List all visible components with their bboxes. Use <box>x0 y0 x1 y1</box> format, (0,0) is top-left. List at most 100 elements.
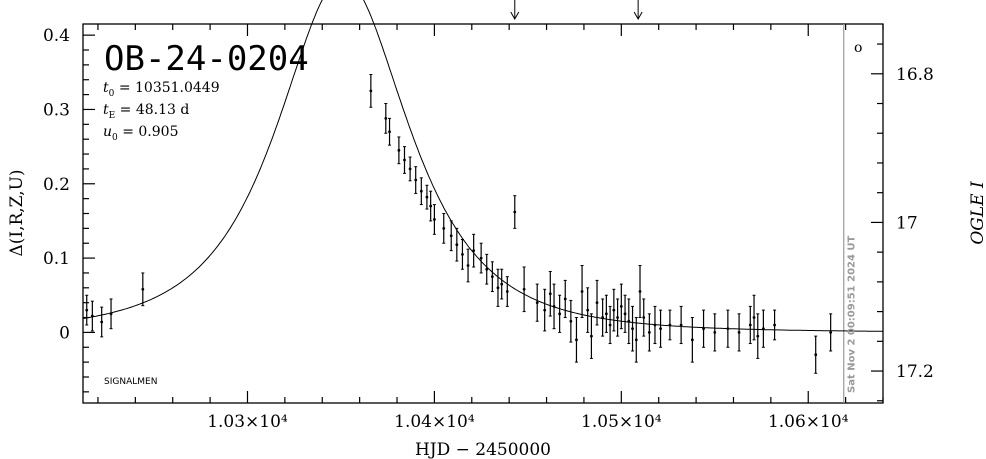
data-point <box>455 243 459 247</box>
data-point <box>761 327 765 331</box>
data-point <box>612 308 616 312</box>
data-point <box>752 316 756 319</box>
data-point <box>619 304 623 308</box>
data-point <box>623 312 627 316</box>
right-tick-label: 17.2 <box>896 362 934 382</box>
data-point <box>433 218 436 221</box>
data-point <box>90 314 94 318</box>
fit-parameters: t0 = 10351.0449 tE = 48.13 d u0 = 0.905 <box>103 80 220 143</box>
data-point <box>479 256 483 260</box>
data-point <box>586 308 590 312</box>
data-point <box>408 167 412 171</box>
data-point <box>513 210 517 214</box>
data-point <box>466 264 470 267</box>
data-point <box>575 338 578 342</box>
data-point <box>100 320 104 324</box>
model-curve <box>82 0 883 332</box>
data-point <box>773 323 776 327</box>
data-point <box>429 204 433 208</box>
data-point <box>403 158 406 162</box>
y-tick-label: 0.3 <box>43 100 70 120</box>
data-point <box>668 323 672 327</box>
data-point <box>485 267 489 271</box>
data-point <box>737 331 741 334</box>
fit-parameter-2: u0 = 0.905 <box>103 124 178 143</box>
data-point <box>713 331 717 334</box>
x-tick-label: 1.05×10⁴ <box>581 412 662 432</box>
y-tick-label: 0 <box>59 323 70 343</box>
data-point <box>500 282 504 286</box>
data-point <box>829 331 833 334</box>
event-arrow-head <box>633 11 643 21</box>
data-point <box>642 316 646 319</box>
data-point <box>647 331 651 334</box>
data-point <box>679 323 683 327</box>
event-arrow-head <box>510 11 520 21</box>
date-stamp: Sat Nov 2 00:09:51 2024 UT <box>847 235 858 393</box>
tick-labels: 1.03×10⁴ 1.04×10⁴ 1.05×10⁴ 1.06×10⁴ 0 0.1 0.2 0… <box>43 26 934 432</box>
y-tick-label: 0.2 <box>43 175 70 195</box>
data-point <box>535 301 539 305</box>
data-point <box>552 304 556 308</box>
data-point <box>580 290 584 293</box>
tick-marks <box>83 24 884 403</box>
data-point <box>505 290 509 293</box>
watermark-label: SIGNALMEN <box>104 377 157 387</box>
data-point <box>563 297 567 301</box>
event-arrows <box>510 0 643 21</box>
y-axis-label: Δ(I,R,Z,U) <box>7 169 27 256</box>
data-point <box>461 252 464 256</box>
x-axis-label: HJD − 2450000 <box>415 440 551 459</box>
data-point <box>702 327 705 331</box>
data-point <box>548 292 552 296</box>
chart-title: OB-24-0204 <box>104 39 309 79</box>
data-point <box>397 148 401 152</box>
data-point <box>604 312 608 316</box>
data-point <box>690 338 694 342</box>
right-tick-label: 17 <box>896 213 918 233</box>
data-point <box>631 327 634 331</box>
data-point <box>638 290 642 293</box>
data-point <box>496 286 500 290</box>
fit-parameter-1: tE = 48.13 d <box>103 102 189 121</box>
data-point <box>141 287 145 291</box>
data-point <box>449 234 453 238</box>
data-point <box>419 189 423 193</box>
x-tick-label: 1.04×10⁴ <box>394 412 475 432</box>
data-point <box>595 301 599 305</box>
data-point <box>608 323 612 327</box>
data-point <box>472 249 476 253</box>
y-tick-label: 0.1 <box>43 249 70 269</box>
data-point <box>814 353 818 357</box>
data-point <box>414 178 418 182</box>
data-point <box>543 308 547 312</box>
data-point <box>616 316 619 319</box>
right-tick-label: 16.8 <box>896 65 934 85</box>
data-point <box>522 287 526 291</box>
data-point <box>659 327 662 331</box>
data-point <box>109 312 113 316</box>
data-point <box>726 327 730 331</box>
data-point <box>384 116 388 120</box>
x-tick-label: 1.06×10⁴ <box>768 412 849 432</box>
data-point <box>627 319 631 323</box>
data-point <box>369 89 373 93</box>
x-tick-label: 1.03×10⁴ <box>207 412 288 432</box>
data-point <box>388 130 391 134</box>
data-point <box>601 316 605 319</box>
right-axis-label: OGLE I <box>968 181 986 245</box>
data-points <box>85 74 833 374</box>
data-point <box>558 312 562 316</box>
data-point <box>756 334 760 338</box>
data-point <box>634 338 638 342</box>
data-point <box>85 308 89 312</box>
data-point <box>748 323 752 327</box>
data-point <box>490 275 494 279</box>
data-point <box>590 334 593 338</box>
data-point <box>442 226 446 230</box>
data-point <box>653 323 657 327</box>
marker-legend: o <box>854 40 862 56</box>
data-point <box>569 319 573 323</box>
data-point <box>425 195 429 199</box>
